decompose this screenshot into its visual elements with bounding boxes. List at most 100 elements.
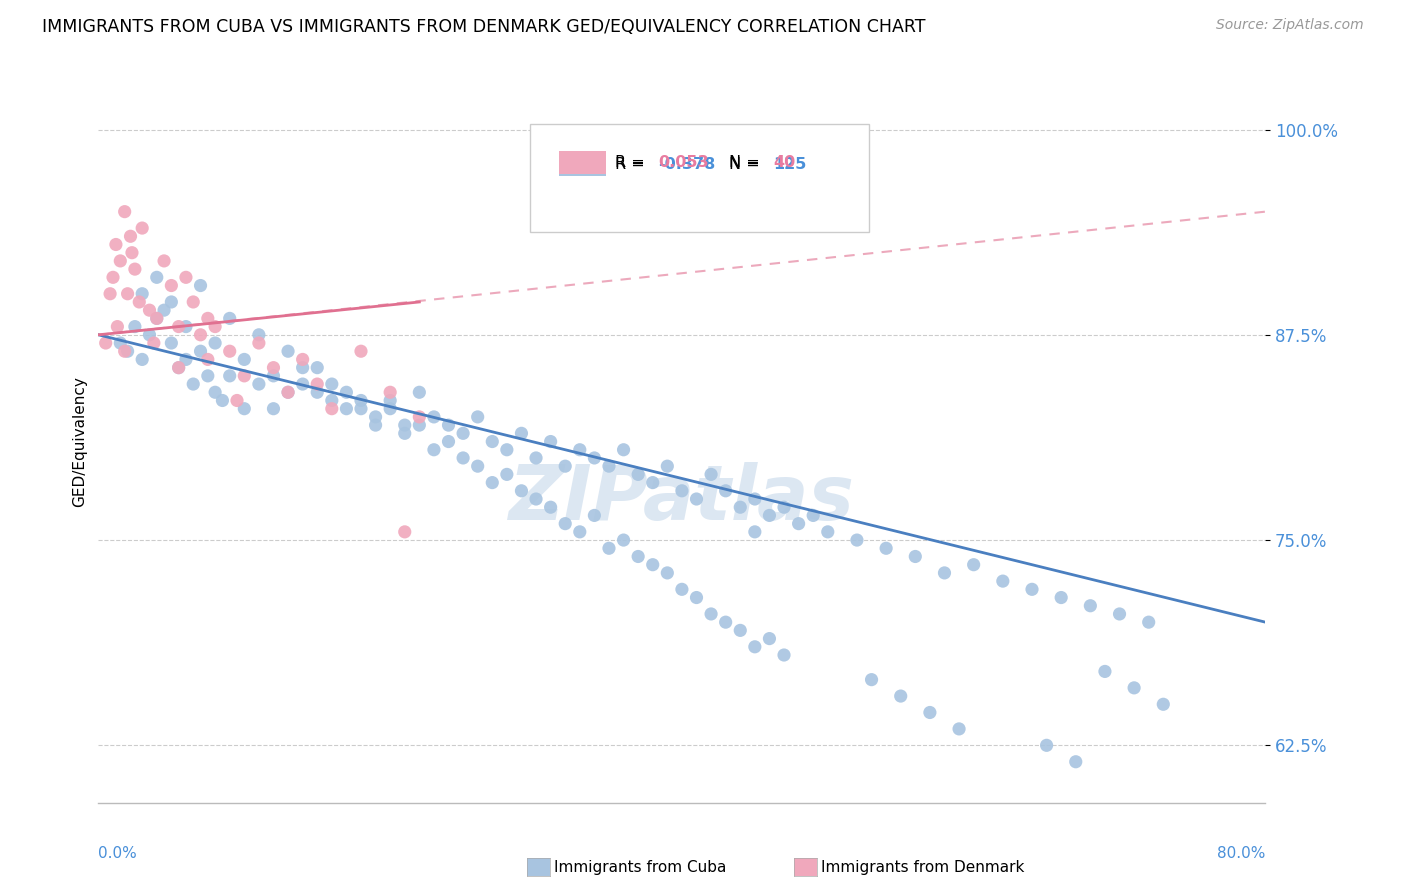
Text: ZIPatlas: ZIPatlas xyxy=(509,462,855,536)
Point xyxy=(408,385,430,400)
Point xyxy=(510,426,533,441)
Text: IMMIGRANTS FROM CUBA VS IMMIGRANTS FROM DENMARK GED/EQUIVALENCY CORRELATION CHAR: IMMIGRANTS FROM CUBA VS IMMIGRANTS FROM … xyxy=(42,18,925,36)
Point xyxy=(131,286,153,301)
Point xyxy=(846,533,869,547)
Point xyxy=(226,393,249,408)
Point xyxy=(598,459,620,474)
Point xyxy=(146,270,169,285)
Point xyxy=(307,385,329,400)
Point xyxy=(131,352,153,367)
Point xyxy=(394,418,416,433)
Point xyxy=(335,385,357,400)
Text: -0.378: -0.378 xyxy=(658,157,716,172)
Point xyxy=(380,385,402,400)
Point xyxy=(948,722,970,736)
Point xyxy=(190,344,212,359)
Text: 0.0%: 0.0% xyxy=(98,847,138,861)
Point xyxy=(247,336,270,351)
Point xyxy=(124,319,146,334)
Text: R =: R = xyxy=(616,157,650,172)
Point xyxy=(583,508,606,523)
Point xyxy=(481,475,503,490)
Bar xyxy=(560,153,606,177)
Point xyxy=(277,385,299,400)
Point xyxy=(598,541,620,556)
Point xyxy=(744,524,766,539)
Point xyxy=(671,582,693,597)
Point xyxy=(568,524,591,539)
Point xyxy=(350,344,373,359)
Point xyxy=(627,549,650,564)
Point xyxy=(1152,698,1174,712)
Text: N =: N = xyxy=(728,157,765,172)
Point xyxy=(394,524,416,539)
Point xyxy=(181,377,204,392)
Point xyxy=(153,254,176,268)
Point xyxy=(700,467,723,482)
Point xyxy=(307,377,329,392)
Point xyxy=(918,706,941,720)
Point xyxy=(423,442,446,457)
Point xyxy=(204,385,226,400)
Point xyxy=(613,533,636,547)
Point xyxy=(685,491,707,506)
Point xyxy=(138,327,160,342)
Point xyxy=(773,500,796,515)
Point xyxy=(211,393,233,408)
Point xyxy=(167,360,190,375)
Point xyxy=(744,491,766,506)
Point xyxy=(817,524,839,539)
Point xyxy=(364,418,387,433)
Point xyxy=(153,303,176,318)
Point xyxy=(128,295,150,310)
Point xyxy=(451,426,474,441)
Point xyxy=(94,336,117,351)
Point xyxy=(437,418,460,433)
Point xyxy=(218,368,240,383)
Point xyxy=(787,516,810,531)
Point xyxy=(554,459,576,474)
Point xyxy=(568,442,591,457)
Point xyxy=(730,624,752,638)
Point xyxy=(124,262,146,277)
FancyBboxPatch shape xyxy=(530,124,869,232)
Point xyxy=(1021,582,1043,597)
Point xyxy=(120,229,142,244)
Point xyxy=(160,336,183,351)
Point xyxy=(233,368,256,383)
Point xyxy=(641,558,664,572)
Point xyxy=(321,377,343,392)
Point xyxy=(671,483,693,498)
Point xyxy=(110,336,132,351)
Point xyxy=(1064,755,1087,769)
Point xyxy=(307,360,329,375)
Point xyxy=(197,311,219,326)
Point xyxy=(991,574,1014,588)
Point xyxy=(524,491,547,506)
Point xyxy=(291,360,314,375)
Point xyxy=(496,467,519,482)
Point xyxy=(167,319,190,334)
Point xyxy=(218,311,240,326)
Point xyxy=(1123,681,1146,695)
Point xyxy=(657,566,679,580)
Point xyxy=(104,237,127,252)
Point xyxy=(524,450,547,465)
Point xyxy=(773,648,796,662)
Point xyxy=(197,352,219,367)
Point xyxy=(160,295,183,310)
Point xyxy=(627,467,650,482)
Text: Immigrants from Cuba: Immigrants from Cuba xyxy=(554,860,727,874)
Point xyxy=(131,221,153,235)
Point xyxy=(1094,665,1116,679)
Point xyxy=(174,319,197,334)
Point xyxy=(263,360,285,375)
Point xyxy=(350,401,373,416)
Text: 80.0%: 80.0% xyxy=(1218,847,1265,861)
Point xyxy=(467,459,489,474)
Point xyxy=(121,245,143,260)
Point xyxy=(114,204,136,219)
Point xyxy=(423,409,446,424)
Point xyxy=(181,295,204,310)
Point xyxy=(197,368,219,383)
